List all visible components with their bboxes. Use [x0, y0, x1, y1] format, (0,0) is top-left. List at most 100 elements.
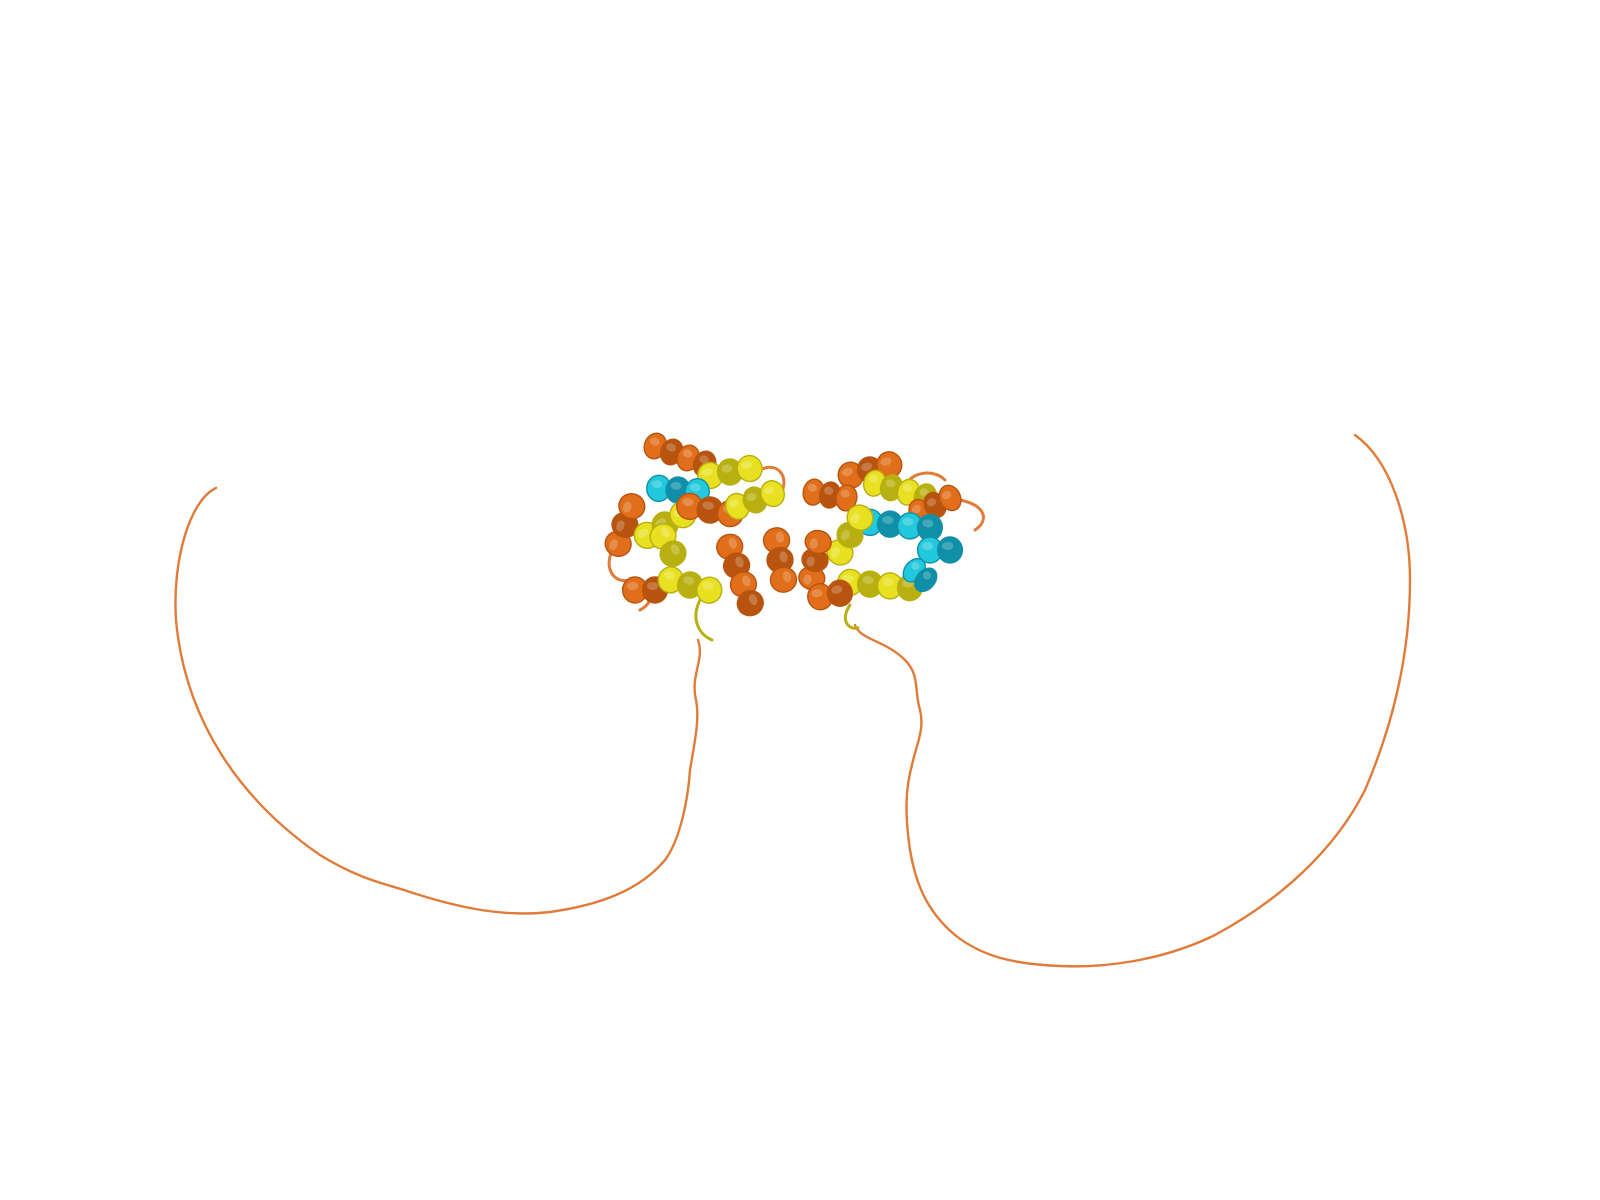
helix-highlight: [922, 519, 934, 528]
helix-highlight: [616, 520, 625, 532]
left-globular-domain: [604, 432, 798, 642]
helix-turn: [835, 484, 858, 512]
helix-highlight: [728, 537, 737, 549]
helix-highlight: [840, 529, 850, 541]
helix-highlight: [728, 499, 740, 508]
helix-highlight: [880, 457, 892, 466]
helix-highlight: [841, 467, 853, 477]
helix-highlight: [763, 486, 775, 495]
helix-highlight: [623, 501, 632, 513]
helix-highlight: [861, 462, 873, 471]
helix-highlight: [882, 515, 894, 524]
helix-highlight: [666, 443, 676, 452]
helix-highlight: [842, 574, 854, 583]
helix-highlight: [806, 556, 815, 567]
globular-domains: [604, 432, 985, 642]
helix-ribbon: [837, 568, 923, 602]
helix-highlight: [651, 480, 663, 489]
helix-highlight: [699, 455, 709, 464]
helix-highlight: [831, 585, 843, 594]
helix-highlight: [660, 527, 670, 538]
helix-highlight: [682, 449, 693, 458]
helix-ribbon: [716, 533, 764, 617]
helix-highlight: [902, 517, 914, 526]
helix-highlight: [811, 589, 823, 598]
helix-highlight: [609, 539, 618, 551]
helix-ribbon: [762, 527, 798, 593]
helix-highlight: [742, 575, 751, 587]
helix-turn: [696, 576, 723, 604]
helix-highlight: [741, 460, 753, 470]
loop-coil: [844, 603, 860, 630]
helix-highlight: [882, 577, 894, 586]
helix-highlight: [807, 483, 817, 492]
helix-highlight: [862, 575, 874, 584]
helix-ribbon: [826, 504, 874, 566]
helix-highlight: [627, 582, 639, 590]
helix-highlight: [748, 594, 758, 606]
helix-turn: [736, 454, 763, 483]
helix-turn: [804, 529, 832, 555]
disordered-tails: [174, 433, 1412, 968]
helix-highlight: [782, 571, 792, 583]
helix-turn: [936, 536, 964, 564]
helix-highlight: [683, 576, 695, 585]
helix-highlight: [702, 501, 714, 510]
helix-turn: [618, 493, 646, 520]
helix-highlight: [942, 542, 954, 550]
helix-highlight: [647, 582, 659, 590]
helix-highlight: [682, 497, 694, 507]
right-disordered-tail: [853, 433, 1412, 968]
helix-ribbon: [657, 566, 723, 604]
helix-highlight: [868, 474, 879, 483]
helix-ribbon: [902, 557, 938, 593]
helix-highlight: [779, 551, 788, 563]
helix-highlight: [830, 547, 840, 558]
helix-highlight: [649, 437, 660, 446]
helix-highlight: [721, 464, 733, 473]
helix-turn: [846, 504, 874, 531]
helix-highlight: [735, 556, 744, 568]
loop-coil: [958, 498, 985, 532]
helix-highlight: [942, 491, 952, 500]
helix-ribbon: [807, 579, 853, 611]
helix-turn: [659, 540, 687, 567]
helix-highlight: [911, 505, 921, 514]
helix-ribbon: [649, 523, 687, 567]
helix-ribbon: [725, 480, 785, 520]
helix-highlight: [926, 498, 937, 507]
helix-highlight: [689, 483, 701, 492]
helix-highlight: [809, 538, 818, 549]
helix-highlight: [803, 574, 812, 585]
helix-highlight: [701, 467, 713, 477]
helix-highlight: [746, 492, 757, 502]
helix-highlight: [885, 479, 896, 488]
helix-turn: [826, 579, 853, 607]
helix-turn: [736, 590, 764, 617]
loop-coil: [694, 598, 714, 642]
helix-highlight: [922, 571, 932, 580]
helix-highlight: [902, 483, 913, 492]
helix-highlight: [922, 542, 934, 550]
helix-turn: [760, 480, 785, 508]
helix-turn: [914, 567, 938, 593]
helix-highlight: [670, 544, 680, 555]
helix-ribbon: [916, 536, 964, 564]
helix-highlight: [911, 561, 920, 571]
helix-highlight: [775, 531, 785, 543]
helix-highlight: [840, 489, 850, 498]
helix-highlight: [702, 581, 714, 590]
helix-highlight: [663, 571, 675, 580]
helix-ribbon: [802, 478, 858, 512]
helix-highlight: [637, 528, 649, 538]
helix-highlight: [850, 512, 860, 524]
helix-highlight: [824, 486, 834, 495]
helix-turn: [769, 566, 798, 593]
helix-ribbon: [798, 529, 832, 591]
right-globular-domain: [798, 451, 985, 630]
helix-ribbon: [697, 454, 763, 490]
helix-ribbon: [604, 493, 646, 557]
left-disordered-tail: [174, 486, 702, 915]
helix-highlight: [670, 481, 682, 490]
